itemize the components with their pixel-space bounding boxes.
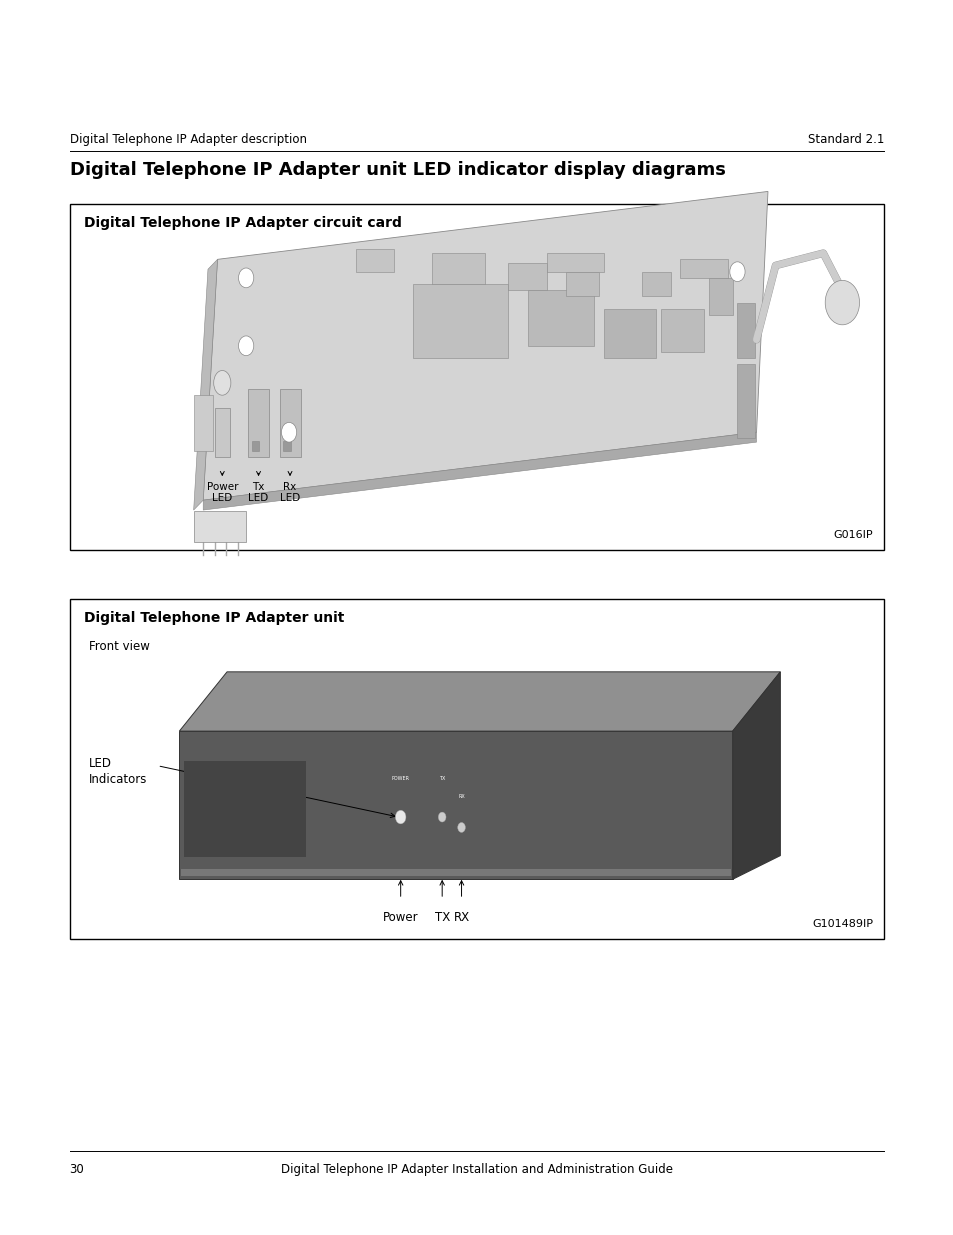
Text: Digital Telephone IP Adapter Installation and Administration Guide: Digital Telephone IP Adapter Installatio…: [281, 1163, 672, 1177]
Circle shape: [729, 262, 744, 282]
Text: RX: RX: [453, 910, 469, 924]
Bar: [708, 278, 732, 315]
Bar: [279, 389, 300, 457]
Bar: [413, 284, 508, 358]
Text: 30: 30: [70, 1163, 84, 1177]
Polygon shape: [179, 731, 732, 879]
Bar: [184, 761, 306, 857]
Text: Standard 2.1: Standard 2.1: [807, 132, 883, 146]
Text: Digital Telephone IP Adapter unit LED indicator display diagrams: Digital Telephone IP Adapter unit LED in…: [70, 161, 724, 179]
Circle shape: [457, 823, 465, 832]
Bar: [70, 599, 883, 939]
Polygon shape: [732, 672, 780, 879]
Bar: [641, 272, 670, 296]
Circle shape: [395, 810, 406, 824]
Circle shape: [824, 280, 859, 325]
Polygon shape: [181, 869, 730, 876]
Circle shape: [437, 813, 445, 823]
Text: Power
LED: Power LED: [206, 482, 238, 503]
Bar: [737, 364, 754, 438]
Text: RX: RX: [457, 794, 464, 799]
Bar: [70, 204, 883, 550]
Text: LED
Indicators: LED Indicators: [89, 757, 147, 787]
Circle shape: [238, 268, 253, 288]
Text: G016IP: G016IP: [832, 530, 872, 540]
Text: Digital Telephone IP Adapter circuit card: Digital Telephone IP Adapter circuit car…: [84, 216, 401, 230]
Bar: [214, 408, 230, 457]
Bar: [603, 309, 656, 358]
Bar: [432, 253, 484, 284]
Text: TX: TX: [438, 776, 445, 781]
Text: G101489IP: G101489IP: [811, 919, 872, 929]
Ellipse shape: [213, 370, 231, 395]
Bar: [660, 309, 703, 352]
Polygon shape: [179, 672, 780, 731]
Circle shape: [281, 422, 296, 442]
Bar: [193, 511, 246, 542]
Bar: [565, 272, 598, 296]
Text: Front view: Front view: [89, 640, 150, 653]
Text: TX: TX: [435, 910, 449, 924]
Text: Power: Power: [382, 910, 418, 924]
Polygon shape: [203, 432, 756, 510]
Bar: [248, 389, 269, 457]
Bar: [527, 290, 594, 346]
Bar: [679, 259, 727, 278]
Text: Rx
LED: Rx LED: [279, 482, 300, 503]
Text: Digital Telephone IP Adapter unit: Digital Telephone IP Adapter unit: [84, 611, 344, 625]
Bar: [252, 441, 259, 451]
Text: Digital Telephone IP Adapter description: Digital Telephone IP Adapter description: [70, 132, 306, 146]
Circle shape: [238, 336, 253, 356]
Bar: [193, 395, 213, 451]
Polygon shape: [203, 191, 767, 500]
Polygon shape: [193, 259, 217, 510]
Bar: [283, 441, 291, 451]
Bar: [737, 303, 754, 358]
Bar: [546, 253, 603, 272]
Bar: [355, 249, 394, 272]
Bar: [508, 263, 546, 290]
Text: NORTEL: NORTEL: [230, 803, 260, 808]
Text: POWER: POWER: [392, 776, 409, 781]
Text: Tx
LED: Tx LED: [248, 482, 269, 503]
